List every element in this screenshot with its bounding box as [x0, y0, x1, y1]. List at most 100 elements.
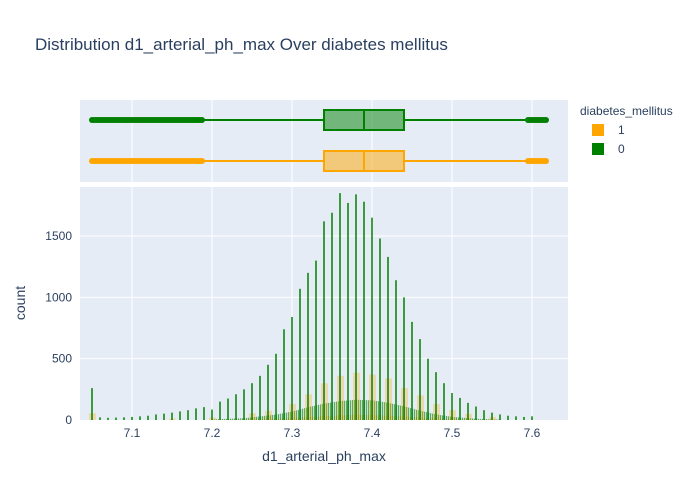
- histogram-spike-0: [451, 393, 453, 420]
- histogram-bar-0: [278, 414, 280, 420]
- histogram-spike-0: [395, 280, 397, 420]
- histogram-bar-0: [488, 419, 490, 420]
- histogram-bar-0: [472, 418, 474, 420]
- histogram-bar-0: [290, 411, 292, 420]
- histogram-spike-0: [115, 417, 117, 420]
- histogram-bar-0: [320, 404, 322, 420]
- histogram-spike-0: [307, 272, 309, 420]
- histogram-bar-0: [352, 400, 354, 420]
- histogram-bar-0: [394, 404, 396, 420]
- histogram-bar-0: [426, 412, 428, 420]
- histogram-bar-0: [234, 418, 236, 420]
- histogram-bar-0: [474, 418, 476, 420]
- histogram-bar-0: [330, 402, 332, 420]
- histogram-bar-0: [382, 401, 384, 420]
- histogram-bar-0: [390, 403, 392, 420]
- histogram-spike-0: [123, 417, 125, 420]
- histogram-spike-0: [283, 329, 285, 420]
- histogram-bar-0: [408, 407, 410, 420]
- box-outlier: [199, 158, 205, 164]
- chart-title: Distribution d1_arterial_ph_max Over dia…: [35, 35, 448, 54]
- histogram-bar-0: [466, 418, 468, 420]
- histogram-bar-0: [486, 419, 488, 420]
- histogram-bar-0: [480, 418, 482, 420]
- y-tick-label: 1500: [45, 229, 72, 243]
- histogram-spike-0: [467, 402, 469, 420]
- histogram-bar-0: [402, 406, 404, 420]
- y-tick-label: 1000: [45, 290, 72, 304]
- histogram-bar-0: [280, 413, 282, 420]
- histogram-bar-0: [442, 415, 444, 420]
- histogram-bar-0: [288, 412, 290, 420]
- histogram-spike-0: [203, 407, 205, 420]
- histogram-spike-0: [523, 416, 525, 420]
- x-tick-label: 7.4: [364, 426, 381, 440]
- histogram-bar-0: [242, 418, 244, 420]
- histogram-bar-0: [216, 419, 218, 420]
- histogram-spike-0: [227, 398, 229, 420]
- histogram-bar-0: [298, 409, 300, 420]
- histogram-bar-0: [368, 400, 370, 420]
- histogram-bar-0: [494, 419, 496, 420]
- histogram-spike-0: [219, 401, 221, 420]
- histogram-bar-0: [478, 418, 480, 420]
- histogram-bar-0: [248, 417, 250, 420]
- histogram-spike-0: [243, 389, 245, 420]
- histogram-spike-0: [155, 414, 157, 420]
- histogram-spike-0: [411, 321, 413, 420]
- histogram-spike-0: [235, 394, 237, 420]
- histogram-bar-0: [304, 408, 306, 420]
- histogram-spike-0: [355, 194, 357, 420]
- histogram-bar-0: [376, 400, 378, 420]
- x-tick-label: 7.3: [284, 426, 301, 440]
- histogram-bar-0: [230, 418, 232, 420]
- histogram-bar-0: [464, 417, 466, 420]
- histogram-bar-0: [362, 399, 364, 420]
- histogram-bar-0: [282, 413, 284, 420]
- y-axis-ticks: 0 500 1000 1500: [45, 229, 72, 427]
- histogram-spike-0: [339, 193, 341, 420]
- histogram-bar-0: [266, 415, 268, 420]
- histogram-bar-0: [470, 418, 472, 420]
- x-axis-title: d1_arterial_ph_max: [262, 448, 386, 464]
- histogram-bar-0: [384, 402, 386, 420]
- histogram-bar-0: [250, 417, 252, 420]
- histogram-bar-0: [370, 400, 372, 420]
- x-tick-label: 7.1: [124, 426, 141, 440]
- histogram-bar-0: [270, 415, 272, 420]
- histogram-spike-0: [331, 212, 333, 420]
- x-tick-label: 7.6: [524, 426, 541, 440]
- histogram-spike-0: [163, 413, 165, 420]
- histogram-spike-0: [195, 408, 197, 420]
- histogram-bar-0: [424, 411, 426, 420]
- legend-item-1[interactable]: 1: [592, 123, 625, 137]
- histogram-bar-0: [326, 403, 328, 420]
- histogram-bar-0: [440, 415, 442, 420]
- x-tick-label: 7.5: [444, 426, 461, 440]
- histogram-bar-0: [294, 410, 296, 420]
- histogram-bar-0: [496, 419, 498, 420]
- box-plot-1: [89, 150, 549, 172]
- histogram-bar-0: [432, 413, 434, 420]
- histogram-spike-0: [259, 375, 261, 420]
- histogram-bar-0: [336, 401, 338, 420]
- histogram-bar-0: [366, 400, 368, 420]
- box-plot-layer: [89, 109, 549, 172]
- histogram-bar-0: [224, 418, 226, 420]
- histogram-bar-0: [378, 401, 380, 420]
- histogram-spike-0: [107, 417, 109, 420]
- histogram-spike-0: [171, 412, 173, 420]
- histogram-bar-0: [344, 400, 346, 420]
- histogram-bar-0: [438, 414, 440, 420]
- histogram-bar-0: [450, 416, 452, 420]
- histogram-spike-0: [363, 201, 365, 420]
- histogram-bar-0: [306, 407, 308, 420]
- histogram-bar-0: [346, 400, 348, 420]
- legend-swatch-1: [592, 124, 604, 136]
- histogram-bar-0: [296, 410, 298, 420]
- histogram-bar-0: [422, 411, 424, 420]
- histogram-bar-0: [490, 419, 492, 420]
- histogram-bar-0: [338, 401, 340, 420]
- legend-item-0[interactable]: 0: [592, 142, 625, 156]
- histogram-bar-0: [482, 418, 484, 420]
